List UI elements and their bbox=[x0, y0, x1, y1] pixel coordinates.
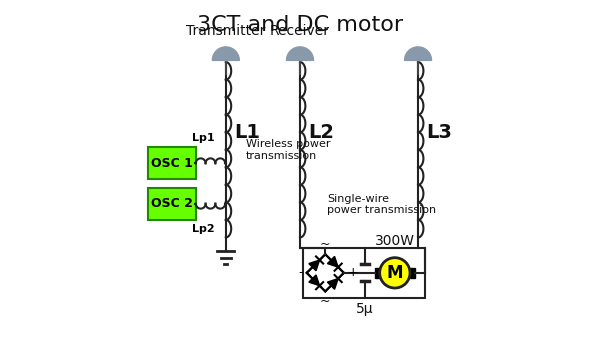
FancyBboxPatch shape bbox=[148, 188, 196, 220]
Text: 5μ: 5μ bbox=[356, 302, 374, 316]
Text: OSC 2: OSC 2 bbox=[151, 197, 193, 210]
FancyBboxPatch shape bbox=[148, 148, 196, 179]
Text: Transmitter: Transmitter bbox=[186, 24, 265, 38]
Text: 300W: 300W bbox=[375, 234, 415, 248]
Polygon shape bbox=[328, 256, 338, 267]
Text: OSC 1: OSC 1 bbox=[151, 157, 193, 170]
Text: L1: L1 bbox=[234, 123, 260, 142]
Polygon shape bbox=[404, 47, 431, 61]
Polygon shape bbox=[287, 47, 313, 61]
Text: Single-wire
power transmission: Single-wire power transmission bbox=[327, 193, 436, 215]
Text: ~: ~ bbox=[320, 295, 331, 308]
Text: +: + bbox=[347, 266, 358, 279]
Text: Lp1: Lp1 bbox=[193, 133, 215, 143]
Circle shape bbox=[380, 258, 410, 288]
Text: L3: L3 bbox=[427, 123, 452, 142]
Text: 3CT and DC motor: 3CT and DC motor bbox=[197, 15, 403, 35]
Text: Wireless power
transmission: Wireless power transmission bbox=[246, 139, 331, 160]
Text: ~: ~ bbox=[320, 238, 331, 251]
Polygon shape bbox=[328, 278, 338, 289]
Bar bbox=[374, 268, 380, 278]
Text: -: - bbox=[299, 266, 304, 279]
Polygon shape bbox=[212, 47, 239, 61]
Bar bbox=[304, 248, 425, 298]
Bar bbox=[410, 268, 415, 278]
Polygon shape bbox=[309, 260, 320, 271]
Text: M: M bbox=[386, 264, 403, 282]
Text: Receiver: Receiver bbox=[270, 24, 330, 38]
Polygon shape bbox=[309, 275, 320, 286]
Text: Lp2: Lp2 bbox=[193, 224, 215, 234]
Text: L2: L2 bbox=[308, 123, 334, 142]
